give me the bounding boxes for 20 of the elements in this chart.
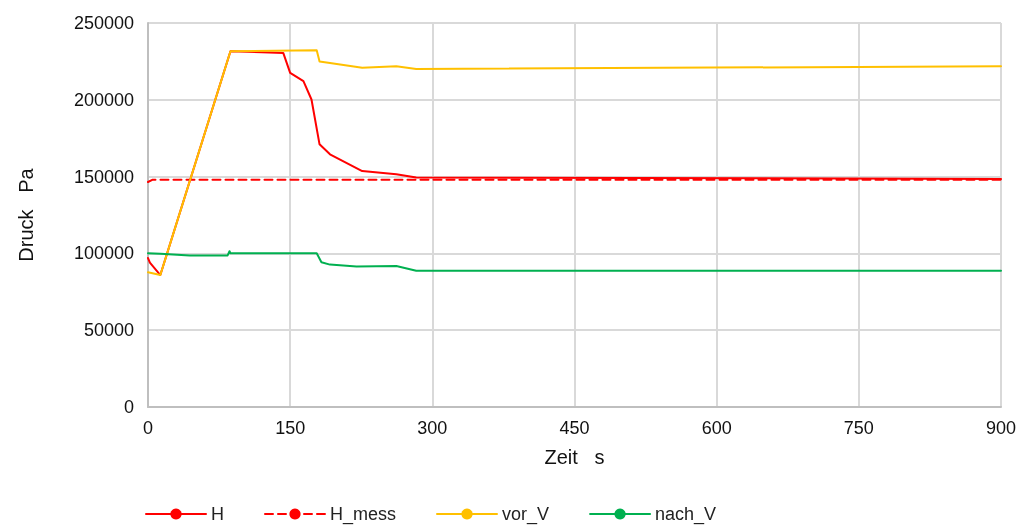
x-tick-label: 0 <box>142 418 154 438</box>
y-tick-label: 50000 <box>83 320 134 341</box>
y-tick-label: 100000 <box>73 243 134 264</box>
y-tick-label: 0 <box>123 397 134 417</box>
x-axis-title: Zeit s <box>544 446 605 468</box>
x-tick-label: 600 <box>701 418 732 438</box>
y-tick-label: 150000 <box>73 166 134 187</box>
line-series <box>147 250 1002 272</box>
x-tick-label: 300 <box>417 418 448 438</box>
y-axis-title: Druck Pa <box>15 167 37 262</box>
x-tick-label: 450 <box>559 418 590 438</box>
legend-label: nach_V <box>655 504 717 525</box>
y-tick-label: 200000 <box>73 89 134 110</box>
legend-label: H <box>211 504 224 524</box>
y-tick-label: 250000 <box>73 13 134 33</box>
x-tick-label: 750 <box>843 418 874 438</box>
x-tick-label: 900 <box>985 418 1017 438</box>
x-tick-label: 150 <box>275 418 306 438</box>
legend-label: vor_V <box>502 504 550 525</box>
legend-label: H_mess <box>330 504 397 525</box>
